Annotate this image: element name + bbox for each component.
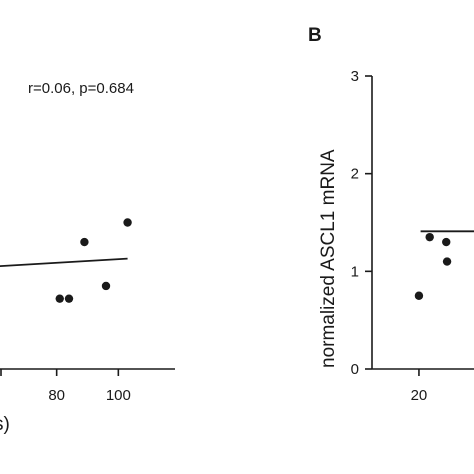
- data-point-b-2: [442, 237, 451, 247]
- y-tick-label-b-1: 1: [351, 263, 359, 280]
- y-axis-title-b: normalized ASCL1 mRNA: [318, 149, 339, 368]
- panel-letter-b: B: [308, 25, 322, 46]
- y-tick-label-b-3: 3: [351, 68, 359, 85]
- x-axis-title-a: s): [0, 414, 10, 435]
- regression-line-a: [0, 257, 128, 268]
- y-tick-label-b-0: 0: [351, 361, 359, 378]
- data-point-a-0: [55, 294, 64, 303]
- data-points-a: [55, 218, 132, 303]
- correlation-annotation: r=0.06, p=0.684: [28, 80, 134, 97]
- x-tick-label-a-0: 80: [48, 387, 65, 404]
- data-point-a-3: [101, 281, 111, 291]
- data-point-a-2: [80, 237, 89, 247]
- data-point-b-1: [425, 232, 434, 242]
- data-points-b: [414, 232, 452, 300]
- y-ticks-b: 0 1 2 3: [351, 68, 372, 378]
- y-tick-label-b-2: 2: [351, 166, 359, 183]
- x-ticks-a: 80 100: [0, 369, 131, 404]
- data-point-a-1: [64, 294, 74, 303]
- scatter-panel-b: B normalized ASCL1 mRNA 0 1 2 3 20: [308, 25, 474, 404]
- x-tick-label-b-0: 20: [411, 387, 428, 404]
- data-point-b-3: [442, 257, 452, 266]
- x-tick-label-a-1: 100: [106, 387, 131, 404]
- scatter-panel-a: r=0.06, p=0.684 80 100 s): [0, 80, 175, 435]
- data-point-a-4: [123, 218, 132, 227]
- data-point-b-0: [414, 291, 424, 300]
- x-ticks-b: 20: [411, 369, 428, 404]
